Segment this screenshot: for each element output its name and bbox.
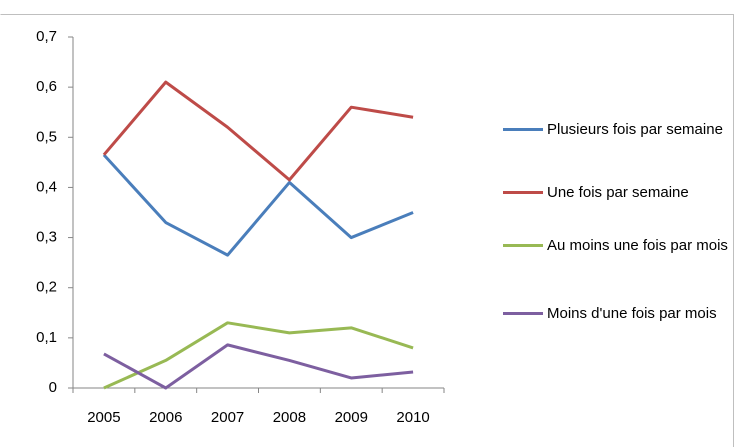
series-line [103, 343, 414, 390]
x-tick-label: 2008 [273, 409, 306, 426]
series-line [102, 153, 414, 257]
series-line [102, 80, 414, 182]
series-line [103, 321, 414, 390]
legend-swatch [503, 128, 543, 131]
y-tick-label: 0,5 [36, 128, 57, 145]
y-tick-label: 0,4 [36, 178, 57, 195]
legend-item: Une fois par semaine [503, 180, 735, 205]
legend-item: Plusieurs fois par semaine [503, 117, 735, 142]
y-tick-label: 0 [49, 379, 57, 396]
x-tick-label: 2006 [149, 409, 182, 426]
legend-label: Moins d'une fois par mois [547, 305, 717, 322]
y-tick-label: 0,7 [36, 28, 57, 45]
legend-swatch [503, 312, 543, 315]
chart-border [0, 14, 734, 447]
legend-item: Moins d'une fois par mois [503, 301, 735, 326]
legend-label: Au moins une fois par mois [547, 237, 728, 254]
legend-label: Une fois par semaine [547, 184, 689, 201]
x-tick-label: 2007 [211, 409, 244, 426]
y-tick-label: 0,1 [36, 329, 57, 346]
y-tick-label: 0,3 [36, 229, 57, 246]
y-tick-label: 0,2 [36, 279, 57, 296]
legend-swatch [503, 244, 543, 247]
x-tick-label: 2010 [396, 409, 429, 426]
x-tick-label: 2005 [87, 409, 120, 426]
x-tick-label: 2009 [335, 409, 368, 426]
legend-label: Plusieurs fois par semaine [547, 121, 723, 138]
y-tick-label: 0,6 [36, 78, 57, 95]
legend-item: Au moins une fois par mois [503, 233, 735, 258]
legend-swatch [503, 191, 543, 194]
